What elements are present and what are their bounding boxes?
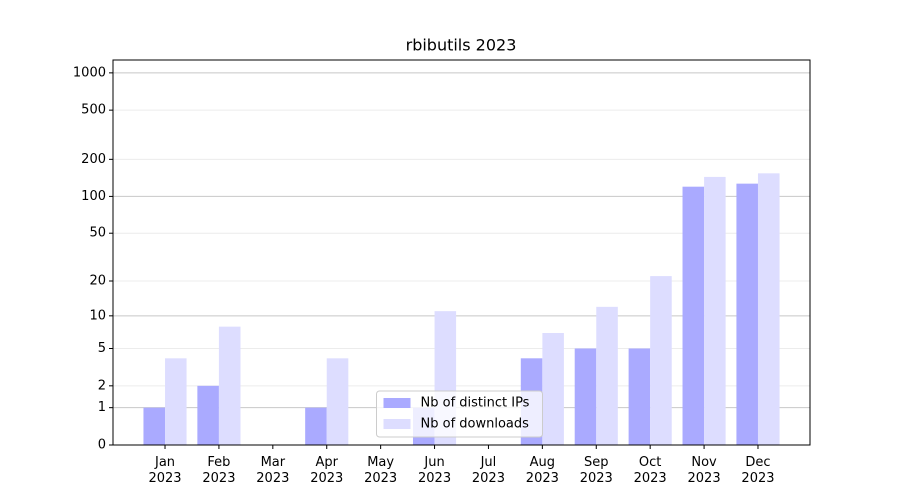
bar: [574, 348, 597, 445]
bar: [143, 407, 166, 445]
y-tick-label: 200: [81, 152, 106, 167]
bar: [596, 306, 618, 445]
x-tick-label: Feb 2023: [202, 455, 235, 486]
bar: [305, 407, 327, 445]
bar: [197, 385, 219, 445]
x-tick-label: Jun 2023: [418, 455, 451, 486]
legend: Nb of distinct IPs Nb of downloads: [376, 390, 543, 438]
bar: [218, 326, 241, 445]
x-tick-label: Jul 2023: [472, 455, 505, 486]
legend-label: Nb of distinct IPs: [421, 396, 530, 411]
y-tick-label: 2: [98, 378, 106, 393]
y-tick-label: 100: [81, 189, 106, 204]
y-tick-label: 1000: [73, 65, 106, 80]
x-tick-label: Oct 2023: [634, 455, 667, 486]
x-tick-label: Aug 2023: [526, 455, 559, 486]
chart-title: rbibutils 2023: [406, 36, 517, 55]
x-tick-label: Sep 2023: [580, 455, 613, 486]
x-tick-label: Nov 2023: [688, 455, 721, 486]
bar: [542, 332, 564, 445]
bar: [736, 183, 758, 445]
x-tick-label: Jan 2023: [148, 455, 181, 486]
x-tick-label: Dec 2023: [741, 455, 774, 486]
y-tick-label: 10: [89, 308, 106, 323]
bar: [682, 186, 705, 445]
bar: [628, 348, 651, 445]
y-tick-label: 0: [98, 438, 106, 453]
bar: [165, 358, 187, 445]
y-tick-label: 1: [98, 400, 106, 415]
bar: [650, 276, 672, 445]
bar: [704, 176, 726, 445]
legend-swatch: [383, 419, 411, 429]
axes: 0 1 2 5 10 20 50 100 200 500 1000 Jan 2023 Feb 2023 Mar…: [73, 59, 811, 486]
legend-label: Nb of downloads: [421, 417, 530, 432]
x-tick-label: Apr 2023: [310, 455, 343, 486]
x-tick-label: Mar 2023: [256, 455, 289, 486]
bar: [757, 173, 780, 445]
y-tick-label: 50: [89, 226, 106, 241]
legend-box: [376, 390, 543, 438]
y-tick-label: 20: [89, 274, 106, 289]
bars: [143, 173, 780, 445]
bar: [326, 358, 349, 445]
y-tick-label: 5: [98, 341, 106, 356]
legend-swatch: [383, 398, 411, 408]
x-tick-label: May 2023: [364, 455, 397, 486]
y-tick-label: 500: [81, 103, 106, 118]
plot-frame: [112, 59, 811, 446]
